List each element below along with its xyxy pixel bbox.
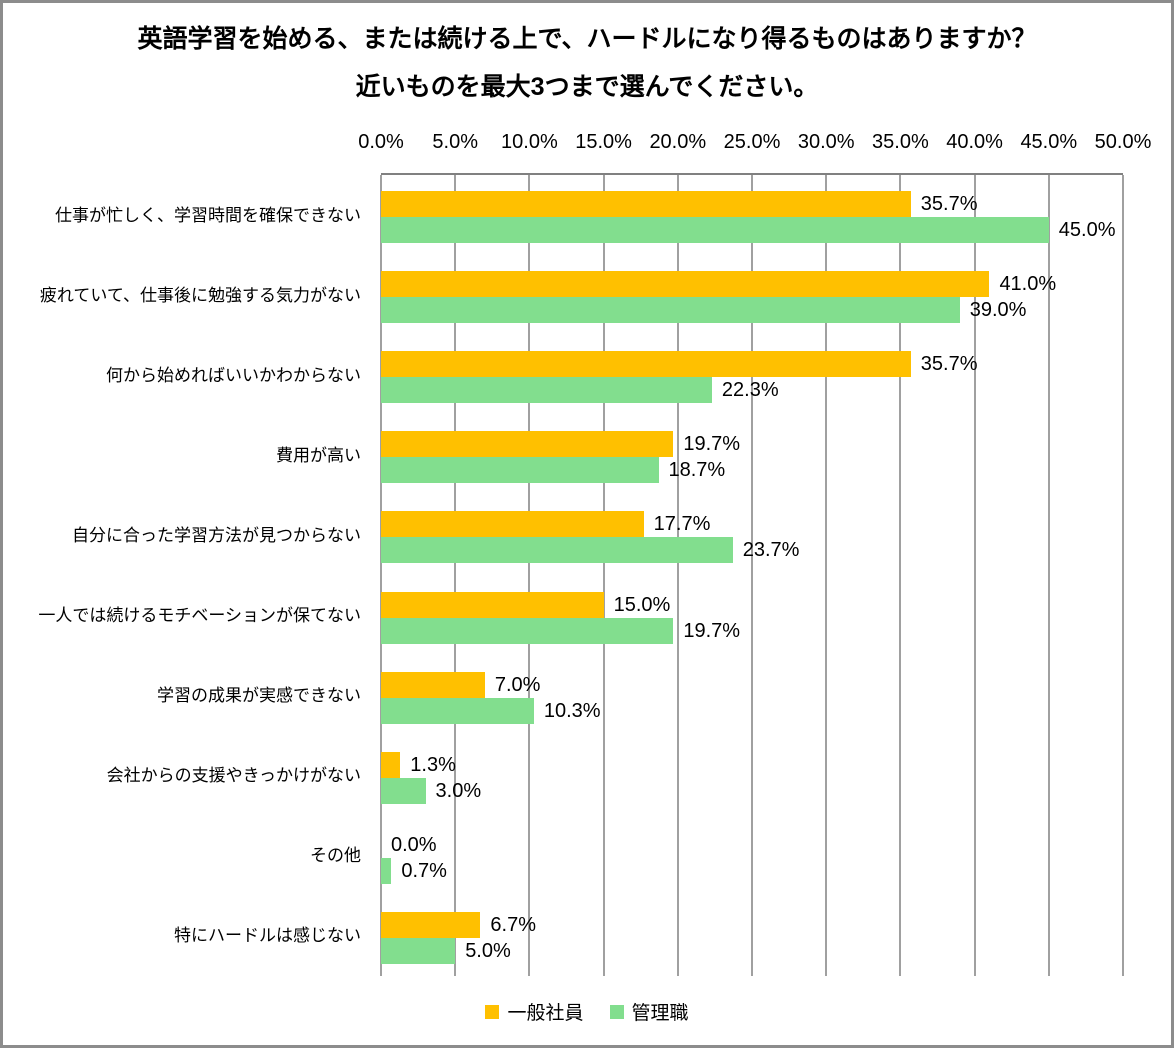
value-label: 10.3% xyxy=(543,699,601,722)
gridline xyxy=(825,175,828,976)
bar-manager xyxy=(381,297,960,324)
value-label: 17.7% xyxy=(653,513,711,536)
bar-manager xyxy=(381,537,733,564)
gridline xyxy=(602,175,605,976)
legend-label: 一般社員 xyxy=(507,1003,584,1024)
value-label: 35.7% xyxy=(920,193,978,215)
category-label: 学習の成果が実感できない xyxy=(157,686,361,706)
chart-title-line2: 近いものを最大3つまで選んでください。 xyxy=(355,73,819,101)
legend-swatch-icon xyxy=(609,1004,624,1019)
chart-title: 英語学習を始める、または続ける上で、ハードルになり得るものはありますか？ 近いも… xyxy=(3,15,1171,111)
x-axis-tick-label: 20.0% xyxy=(649,131,707,153)
x-axis-tick-label: 25.0% xyxy=(723,131,781,153)
x-axis-tick-label: 10.0% xyxy=(501,131,558,153)
category-axis-labels: 仕事が忙しく、学習時間を確保できない疲れていて、仕事後に勉強する気力がない何から… xyxy=(3,173,371,974)
bar-manager xyxy=(381,697,534,724)
value-label: 39.0% xyxy=(969,299,1027,322)
gridline xyxy=(751,175,753,976)
bar-manager xyxy=(381,457,659,484)
bar-general xyxy=(381,351,911,378)
category-label: 何から始めればいいかわからない xyxy=(106,365,361,385)
legend-swatch-icon xyxy=(485,1004,500,1019)
x-axis-tick-label: 5.0% xyxy=(432,131,478,153)
value-label: 3.0% xyxy=(435,779,482,802)
value-label: 45.0% xyxy=(1058,219,1116,241)
value-label: 6.7% xyxy=(490,913,537,936)
category-label: 費用が高い xyxy=(276,445,361,465)
gridline xyxy=(454,175,457,976)
category-label: 疲れていて、仕事後に勉強する気力がない xyxy=(39,285,361,305)
value-label: 1.3% xyxy=(410,753,456,776)
category-label: 自分に合った学習方法が見つからない xyxy=(72,525,361,545)
x-axis-tick-labels: 0.0% 5.0% 10.0% 15.0% 20.0% 25.0% 30.0% 35.0% 40… xyxy=(358,131,1151,159)
value-label: 18.7% xyxy=(668,459,726,482)
bar-general xyxy=(381,911,481,938)
bar-general xyxy=(381,511,644,538)
category-label: 仕事が忙しく、学習時間を確保できない xyxy=(55,205,361,225)
bar-manager xyxy=(381,617,674,644)
category-label: 特にハードルは感じない xyxy=(174,926,361,946)
gridline xyxy=(973,175,976,976)
x-axis-tick-label: 30.0% xyxy=(797,131,855,153)
bar-general xyxy=(381,751,401,778)
bar-general xyxy=(381,271,990,298)
gridline xyxy=(676,175,679,976)
category-label: 一人では続けるモチベーションが保てない xyxy=(38,606,361,626)
bar-manager xyxy=(381,777,426,804)
x-axis-tick-label: 0.0% xyxy=(358,131,404,153)
bar-manager xyxy=(381,377,712,404)
value-label: 7.0% xyxy=(494,673,541,696)
value-label: 19.7% xyxy=(683,619,741,642)
value-label: 23.7% xyxy=(742,539,800,562)
value-label: 5.0% xyxy=(465,939,511,962)
x-axis-tick-label: 50.0% xyxy=(1094,131,1152,153)
bar-manager xyxy=(381,217,1049,243)
category-label: その他 xyxy=(310,846,361,866)
bar-general xyxy=(381,591,604,618)
gridline xyxy=(1122,175,1124,976)
value-label: 0.7% xyxy=(401,859,447,882)
legend-label: 管理職 xyxy=(631,1003,689,1024)
category-label: 会社からの支援やきっかけがない xyxy=(106,766,361,786)
value-label: 35.7% xyxy=(920,353,978,376)
value-label: 0.0% xyxy=(391,833,437,856)
value-label: 22.3% xyxy=(721,379,779,402)
value-label: 19.7% xyxy=(683,433,741,456)
gridline xyxy=(899,175,902,976)
bar-manager xyxy=(381,937,456,964)
gridline xyxy=(380,175,382,976)
plot-area: 35.7% 41.0% 35.7% 19.7% 17.7% 15.0% 7.0% 1.3% 0.… xyxy=(380,173,1124,976)
bar-general xyxy=(381,671,485,698)
x-axis-tick-label: 35.0% xyxy=(872,131,929,153)
bar-general xyxy=(381,431,674,458)
bar-general xyxy=(381,191,911,217)
gridline xyxy=(1047,175,1050,976)
chart-title-line1: 英語学習を始める、または続ける上で、ハードルになり得るものはありますか？ xyxy=(137,25,1037,53)
gridline xyxy=(528,175,531,976)
legend-item: 管理職 xyxy=(609,998,689,1025)
bar-manager xyxy=(381,857,392,884)
legend-item: 一般社員 xyxy=(485,998,584,1025)
value-label: 15.0% xyxy=(613,593,671,616)
x-axis-tick-label: 45.0% xyxy=(1020,131,1078,153)
value-label: 41.0% xyxy=(999,273,1057,296)
legend: 一般社員 管理職 xyxy=(3,998,1171,1025)
x-axis-tick-label: 40.0% xyxy=(946,131,1003,153)
x-axis-tick-label: 15.0% xyxy=(575,131,632,153)
